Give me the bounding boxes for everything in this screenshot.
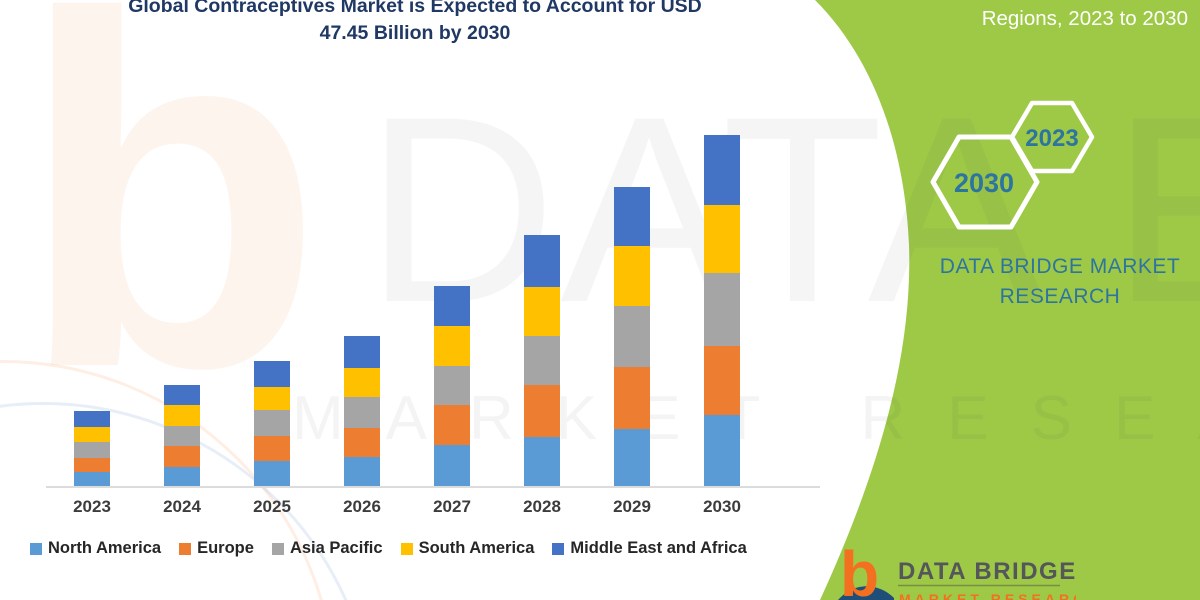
segment-middle-east-and-africa-2028 [524,235,560,288]
segment-europe-2026 [344,427,380,457]
hexagon-2030-label: 2030 [954,168,1014,198]
green-panel-shape [815,0,1200,600]
segment-europe-2025 [254,435,290,462]
hexagon-2023 [1009,100,1095,174]
x-axis-label-2024: 2024 [163,497,201,516]
bar-2030 [704,134,740,487]
legend-marker-south-america [400,542,413,555]
bar-2028 [524,235,560,487]
segment-north-america-2027 [434,445,470,487]
segment-asia-pacific-2030 [704,273,740,347]
chart-legend: North America Europe Asia Pacific South … [30,539,747,558]
chart-title: Global Contraceptives Market is Expected… [0,0,830,47]
segment-europe-2029 [614,366,650,430]
x-axis-line [46,486,820,488]
segment-middle-east-and-africa-2027 [434,285,470,326]
logo-swoosh [838,586,894,600]
segment-south-america-2027 [434,325,470,367]
segment-middle-east-and-africa-2024 [164,385,200,405]
segment-asia-pacific-2024 [164,426,200,447]
x-axis-label-2029: 2029 [613,497,651,516]
segment-asia-pacific-2026 [344,397,380,428]
x-axis-label-2026: 2026 [343,497,381,516]
x-axis-label-2028: 2028 [523,497,561,516]
segment-north-america-2023 [74,472,110,487]
segment-south-america-2023 [74,426,110,442]
x-axis-label-2030: 2030 [703,497,741,516]
segment-north-america-2024 [164,466,200,487]
segment-middle-east-and-africa-2029 [614,187,650,246]
segment-south-america-2026 [344,367,380,398]
segment-south-america-2028 [524,287,560,337]
segment-asia-pacific-2025 [254,409,290,436]
legend-label-north-america: North America [48,539,162,557]
legend-label-middle-east-and-africa: Middle East and Africa [570,539,747,557]
legend-item-europe: Europe [179,539,254,558]
segment-south-america-2029 [614,245,650,306]
segment-asia-pacific-2029 [614,305,650,367]
dbmr-logo: b DATA BRIDGE MARKET RESEARCH [838,546,1076,600]
segment-north-america-2025 [254,461,290,487]
segment-north-america-2028 [524,437,560,487]
segment-south-america-2030 [704,204,740,274]
segment-north-america-2026 [344,456,380,487]
logo-b-glyph: b [840,546,879,600]
legend-label-south-america: South America [418,539,535,557]
bar-2024 [164,385,200,487]
bar-2029 [614,187,650,487]
segment-north-america-2029 [614,429,650,487]
legend-marker-asia-pacific [271,542,284,555]
legend-item-middle-east-and-africa: Middle East and Africa [552,539,747,558]
segment-south-america-2024 [164,404,200,427]
segment-europe-2028 [524,384,560,438]
logo-wordmark: DATA BRIDGE [898,558,1076,585]
segment-europe-2024 [164,446,200,467]
hexagon-graphic: 2030 2023 [930,100,1095,230]
hexagon-2030 [930,134,1040,230]
hexagon-2023-label: 2023 [1025,125,1078,152]
chart-title-line-2: 47.45 Billion by 2030 [319,22,511,44]
legend-marker-north-america [30,542,42,555]
x-axis-label-2023: 2023 [73,497,111,516]
segment-south-america-2025 [254,386,290,410]
bar-2025 [254,360,290,487]
segment-asia-pacific-2028 [524,336,560,385]
segment-europe-2030 [704,346,740,415]
segment-middle-east-and-africa-2023 [74,411,110,427]
x-axis-label-2025: 2025 [253,497,291,516]
side-panel-heading: Global Contraceptives Market, By Regions… [768,0,1188,34]
segment-asia-pacific-2023 [74,441,110,459]
legend-label-europe: Europe [197,539,254,557]
segment-middle-east-and-africa-2025 [254,360,290,387]
segment-asia-pacific-2027 [434,366,470,406]
legend-item-north-america: North America [30,539,161,558]
brand-name: DATA BRIDGE MARKET RESEARCH [935,252,1185,312]
logo-tagline: MARKET RESEARCH [899,591,1076,600]
segment-north-america-2030 [704,414,740,487]
legend-label-asia-pacific: Asia Pacific [289,539,383,557]
legend-marker-europe [179,542,192,555]
legend-item-south-america: South America [400,539,535,558]
side-panel-heading-line-2: Regions, 2023 to 2030 [981,7,1188,30]
stacked-bar-chart: 2023 2024 2025 2026 2027 2028 2029 2030 [73,134,741,516]
bar-2026 [344,336,380,487]
segment-middle-east-and-africa-2030 [704,134,740,205]
bar-2027 [434,285,470,487]
x-axis-label-2027: 2027 [433,497,471,516]
segment-europe-2027 [434,405,470,446]
segment-europe-2023 [74,458,110,473]
legend-item-asia-pacific: Asia Pacific [271,539,383,558]
segment-middle-east-and-africa-2026 [344,336,380,368]
legend-marker-middle-east-and-africa [552,542,565,555]
brand-name-line-1: DATA BRIDGE MARKET [939,255,1181,278]
bar-2023 [74,411,110,487]
brand-name-line-2: RESEARCH [999,285,1121,308]
chart-title-line-1: Global Contraceptives Market is Expected… [128,0,702,17]
